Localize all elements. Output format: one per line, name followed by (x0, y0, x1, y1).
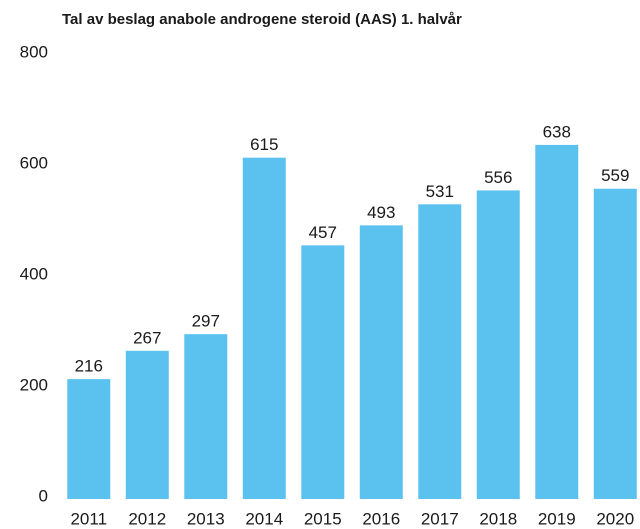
bar (476, 190, 520, 500)
x-tick-label: 2018 (479, 509, 517, 528)
value-label: 531 (426, 182, 454, 201)
chart-title: Tal av beslag anabole androgene steroid … (62, 11, 462, 28)
value-label: 297 (192, 312, 220, 331)
bar (242, 157, 286, 500)
x-tick-label: 2020 (596, 509, 634, 528)
value-label: 638 (543, 122, 571, 141)
value-label: 216 (75, 357, 103, 376)
y-tick-label: 600 (20, 153, 48, 172)
value-label: 457 (309, 223, 337, 242)
bar (184, 334, 228, 499)
value-label: 559 (601, 166, 629, 185)
x-tick-label: 2017 (421, 509, 459, 528)
y-tick-label: 200 (20, 375, 48, 394)
bar (535, 144, 579, 499)
y-tick-label: 800 (20, 42, 48, 61)
x-tick-label: 2012 (128, 509, 166, 528)
x-tick-label: 2013 (187, 509, 225, 528)
bar (593, 188, 637, 499)
bar (359, 225, 403, 499)
bar (125, 350, 169, 499)
x-tick-label: 2014 (245, 509, 283, 528)
value-label: 556 (484, 168, 512, 187)
y-tick-label: 0 (39, 486, 48, 505)
value-label: 615 (250, 135, 278, 154)
value-label: 493 (367, 203, 395, 222)
x-tick-label: 2016 (362, 509, 400, 528)
x-tick-label: 2015 (304, 509, 342, 528)
bar (67, 379, 111, 499)
y-tick-label: 400 (20, 264, 48, 283)
bar (418, 204, 462, 500)
bar (301, 245, 345, 499)
x-tick-label: 2019 (538, 509, 576, 528)
value-label: 267 (133, 328, 161, 347)
x-tick-label: 2011 (70, 509, 107, 528)
